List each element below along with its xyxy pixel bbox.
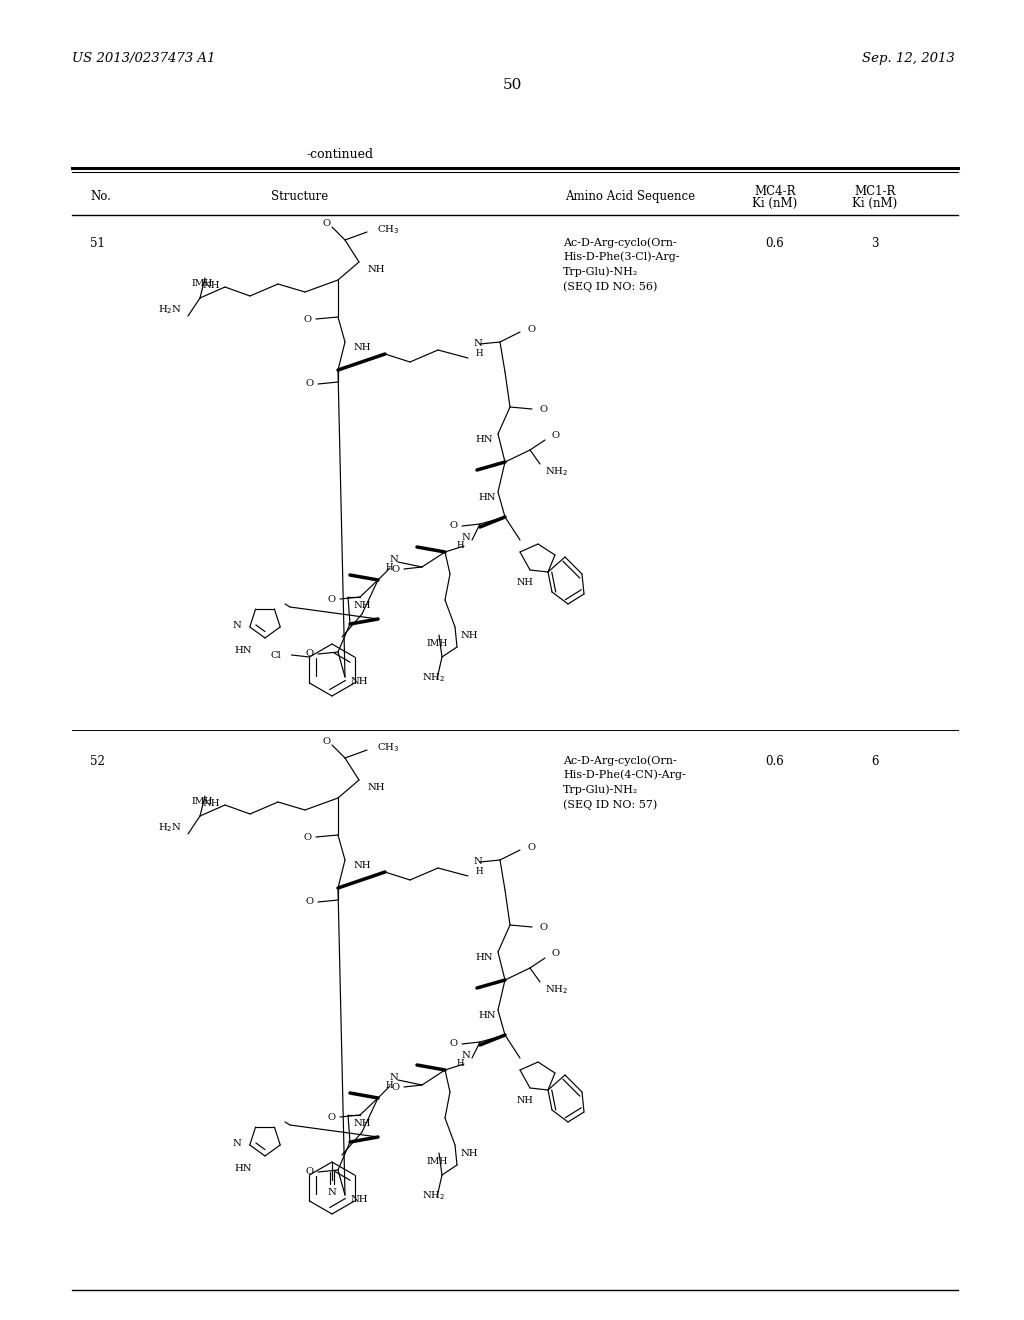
Text: N: N [461,533,470,543]
Text: US 2013/0237473 A1: US 2013/0237473 A1 [72,51,215,65]
Text: NH: NH [353,861,371,870]
Text: IMH: IMH [426,1156,447,1166]
Text: NH: NH [517,578,534,587]
Text: HN: HN [478,494,496,503]
Text: H: H [476,348,483,358]
Text: NH: NH [350,1196,368,1204]
Text: NH: NH [353,601,371,610]
Text: O: O [306,1167,314,1176]
Text: 51: 51 [90,238,104,249]
Text: NH: NH [367,784,384,792]
Text: N: N [232,620,241,630]
Text: NH: NH [517,1096,534,1105]
Text: NH: NH [367,265,384,275]
Text: NH$_2$: NH$_2$ [422,671,445,684]
Text: N: N [328,1188,336,1197]
Text: NH$_2$: NH$_2$ [545,466,568,478]
Text: Ac-D-Arg-cyclo(Orn-
His-D-Phe(3-Cl)-Arg-
Trp-Glu)-NH₂
(SEQ ID NO: 56): Ac-D-Arg-cyclo(Orn- His-D-Phe(3-Cl)-Arg-… [563,238,680,292]
Text: O: O [528,842,537,851]
Text: Amino Acid Sequence: Amino Acid Sequence [565,190,695,203]
Text: NH: NH [203,799,220,808]
Text: Structure: Structure [271,190,329,203]
Text: O: O [304,833,312,842]
Text: H$_2$N: H$_2$N [158,821,182,834]
Text: HN: HN [234,1164,252,1173]
Text: NH$_2$: NH$_2$ [545,983,568,997]
Text: NH: NH [203,281,220,289]
Text: NH$_2$: NH$_2$ [422,1189,445,1201]
Text: 0.6: 0.6 [766,755,784,768]
Text: IMH: IMH [191,797,213,807]
Text: O: O [540,923,548,932]
Text: O: O [306,380,314,388]
Text: NH: NH [460,1148,477,1158]
Text: O: O [392,565,400,573]
Text: N: N [461,1052,470,1060]
Text: Cl: Cl [270,651,282,660]
Text: IMH: IMH [191,280,213,289]
Text: Sep. 12, 2013: Sep. 12, 2013 [862,51,955,65]
Text: O: O [328,1113,336,1122]
Text: Ki (nM): Ki (nM) [852,197,898,210]
Text: NH: NH [350,677,368,686]
Text: O: O [540,404,548,413]
Text: No.: No. [90,190,111,203]
Text: 6: 6 [871,755,879,768]
Text: O: O [306,649,314,659]
Text: 0.6: 0.6 [766,238,784,249]
Text: NH: NH [353,342,371,351]
Text: O: O [392,1082,400,1092]
Text: 50: 50 [503,78,521,92]
Text: O: O [323,219,331,228]
Text: N: N [232,1138,241,1147]
Text: Ki (nM): Ki (nM) [753,197,798,210]
Text: H: H [457,541,464,550]
Text: IMH: IMH [426,639,447,648]
Text: N: N [389,1073,398,1082]
Text: HN: HN [234,645,252,655]
Text: O: O [552,949,560,958]
Text: 3: 3 [871,238,879,249]
Text: 52: 52 [90,755,104,768]
Text: H: H [457,1060,464,1068]
Text: H$_2$N: H$_2$N [158,304,182,317]
Text: -continued: -continued [306,148,374,161]
Text: N: N [473,858,481,866]
Text: O: O [450,521,458,531]
Text: NH: NH [353,1118,371,1127]
Text: MC1-R: MC1-R [854,185,896,198]
Text: O: O [304,314,312,323]
Text: H: H [476,866,483,875]
Text: MC4-R: MC4-R [755,185,796,198]
Text: O: O [306,898,314,907]
Text: N: N [389,556,398,565]
Text: H: H [385,1081,393,1090]
Text: Ac-D-Arg-cyclo(Orn-
His-D-Phe(4-CN)-Arg-
Trp-Glu)-NH₂
(SEQ ID NO: 57): Ac-D-Arg-cyclo(Orn- His-D-Phe(4-CN)-Arg-… [563,755,686,810]
Text: HN: HN [475,953,493,961]
Text: O: O [328,594,336,603]
Text: NH: NH [460,631,477,639]
Text: HN: HN [478,1011,496,1020]
Text: O: O [450,1040,458,1048]
Text: HN: HN [475,434,493,444]
Text: N: N [473,339,481,348]
Text: CH$_3$: CH$_3$ [377,742,399,755]
Text: O: O [528,325,537,334]
Text: O: O [323,738,331,747]
Text: H: H [385,564,393,573]
Text: CH$_3$: CH$_3$ [377,223,399,236]
Text: O: O [552,432,560,441]
